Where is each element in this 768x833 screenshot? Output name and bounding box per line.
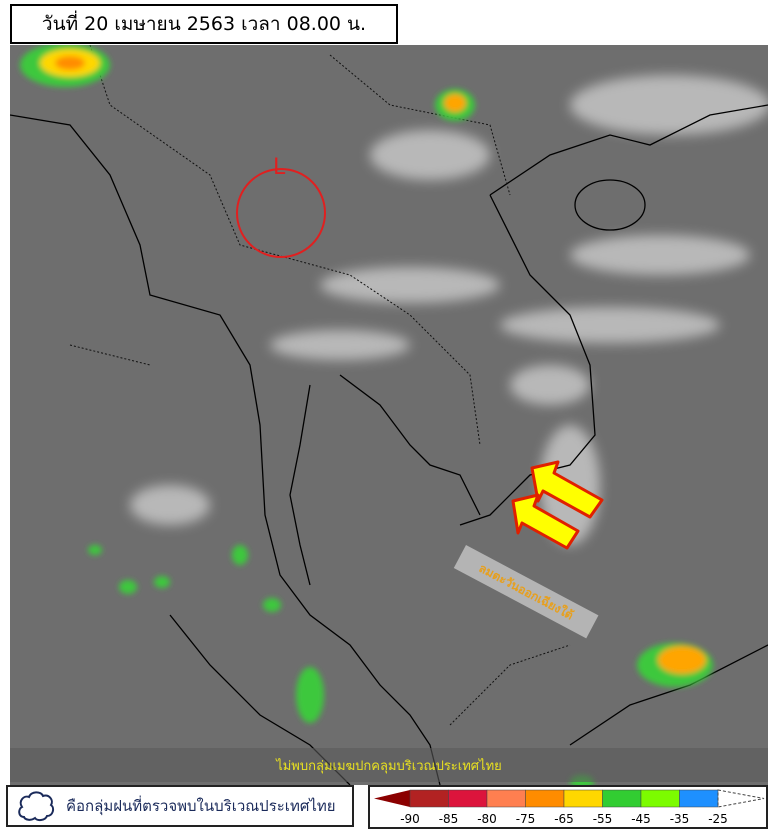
scale-label: -55 [593,812,613,826]
map-title: วันที่ 20 เมษายน 2563 เวลา 08.00 น. [10,4,398,44]
temperature-scale: -90 -85 -80 -75 -65 -55 -45 -35 -25 [368,785,768,829]
low-pressure-label: L [273,155,286,180]
cloud-cover [130,75,768,545]
scale-label: -80 [477,812,497,826]
scale-swatch [486,789,526,808]
cloud-legend: คือกลุ่มฝนที่ตรวจพบในบริเวณประเทศไทย [6,785,354,827]
scale-arrow-high [717,789,765,808]
scale-swatch [679,789,719,808]
scale-swatch [602,789,642,808]
scale-swatch [640,789,680,808]
cloud-outline-icon [18,791,55,822]
cloud-legend-text: คือกลุ่มฝนที่ตรวจพบในบริเวณประเทศไทย [66,797,336,815]
scale-label: -85 [439,812,459,826]
scale-swatch [525,789,565,808]
scale-swatch [409,789,449,808]
storm-cells [20,45,713,785]
wind-arrows [511,460,604,550]
scale-swatch [563,789,603,808]
scale-label: -65 [554,812,574,826]
scale-label: -75 [516,812,536,826]
status-message: ไม่พบกลุ่มเมฆปกคลุมบริเวณประเทศไทย [10,748,768,782]
coastlines [10,104,768,785]
scale-label: -35 [670,812,690,826]
scale-label: -25 [708,812,728,826]
scale-label: -90 [400,812,420,826]
low-pressure-circle [236,168,326,258]
satellite-map: L [10,45,768,785]
scale-swatch [448,789,488,808]
scale-arrow-low [374,790,410,807]
scale-label: -45 [631,812,651,826]
